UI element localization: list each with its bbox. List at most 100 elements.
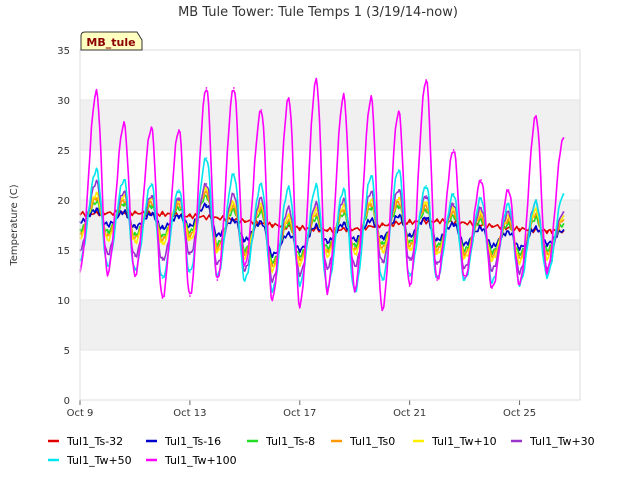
data-point [518, 228, 521, 230]
data-point [243, 220, 246, 222]
series-line-Tul1_Tw+50 [79, 157, 565, 294]
data-point [425, 79, 428, 81]
legend-label: Tul1_Tw+30 [529, 435, 595, 448]
grid-band [80, 300, 580, 350]
data-point [150, 195, 153, 197]
data-point [546, 230, 548, 232]
data-point [326, 247, 329, 249]
data-point [260, 221, 263, 223]
data-point [342, 213, 345, 215]
data-point [106, 212, 109, 214]
data-point [188, 239, 191, 241]
data-point [480, 227, 482, 229]
data-point [260, 211, 263, 213]
data-point [491, 269, 493, 271]
data-point [216, 217, 219, 219]
y-tick-label: 20 [57, 196, 70, 207]
data-point [491, 251, 493, 253]
data-point [535, 115, 537, 117]
data-point [260, 197, 263, 199]
data-point [518, 271, 521, 273]
x-tick-label: Oct 17 [283, 408, 316, 419]
data-point [95, 209, 98, 211]
data-point [397, 201, 400, 203]
legend-item: Tul1_Tw+100 [146, 454, 237, 467]
data-point [381, 261, 384, 263]
y-tick-label: 25 [57, 146, 70, 157]
data-point [436, 220, 439, 222]
data-point [271, 269, 274, 271]
data-point [188, 295, 191, 297]
y-tick-label: 30 [57, 96, 70, 107]
data-point [188, 215, 191, 217]
data-point [342, 189, 345, 191]
data-point [452, 215, 455, 217]
data-point [342, 199, 345, 201]
data-point [243, 239, 246, 241]
data-point [161, 297, 164, 299]
data-point [408, 285, 411, 287]
data-point [123, 199, 125, 201]
legend-label: Tul1_Tw+10 [431, 435, 497, 448]
data-point [463, 253, 466, 255]
data-point [298, 227, 301, 229]
data-point [480, 179, 482, 181]
legend-label: Tul1_Ts-16 [164, 435, 221, 448]
data-point [436, 263, 439, 265]
data-point [287, 233, 290, 235]
data-point [298, 263, 301, 265]
data-point [353, 253, 356, 255]
series-line-Tul1_Tw+100 [79, 77, 565, 312]
data-point [397, 111, 400, 113]
data-point [315, 213, 318, 215]
y-axis-label: Temperature (C) [9, 184, 20, 266]
data-point [425, 185, 428, 187]
data-point [408, 259, 411, 261]
data-point [205, 204, 208, 206]
data-point [161, 277, 164, 279]
x-tick-label: Oct 25 [503, 408, 536, 419]
grid-band [80, 100, 580, 150]
data-point [243, 279, 246, 281]
data-point [546, 249, 548, 251]
legend-label: Tul1_Tw+100 [164, 454, 237, 467]
data-point [397, 169, 400, 171]
data-point [287, 97, 290, 99]
data-point [507, 203, 510, 205]
data-point [491, 287, 493, 289]
data-point [260, 203, 263, 205]
data-point [205, 195, 208, 197]
data-point [298, 249, 301, 251]
data-point [436, 245, 439, 247]
data-point [205, 87, 208, 89]
data-point [452, 207, 455, 209]
data-point [342, 95, 345, 97]
data-point [315, 217, 318, 219]
data-point [232, 201, 235, 203]
x-tick-label: Oct 13 [173, 408, 206, 419]
data-point [463, 267, 466, 269]
data-point [271, 289, 274, 291]
data-point [491, 281, 493, 283]
data-point [315, 225, 318, 227]
data-point [150, 183, 153, 185]
series-layer [79, 77, 565, 312]
data-point [436, 249, 439, 251]
data-point [271, 279, 274, 281]
data-point [216, 263, 219, 265]
data-point [205, 157, 208, 159]
data-point [452, 211, 455, 213]
data-point [161, 227, 164, 229]
data-point [562, 223, 565, 225]
y-tick-label: 10 [57, 296, 70, 307]
legend-label: Tul1_Ts-32 [66, 435, 123, 448]
data-point [134, 255, 136, 257]
data-point [353, 228, 356, 230]
data-point [188, 235, 191, 237]
data-point [491, 259, 493, 261]
data-point [123, 211, 125, 213]
station-badge-label: MB_tule [86, 36, 135, 49]
data-point [123, 203, 125, 205]
data-point [178, 129, 180, 131]
data-point [298, 305, 301, 307]
